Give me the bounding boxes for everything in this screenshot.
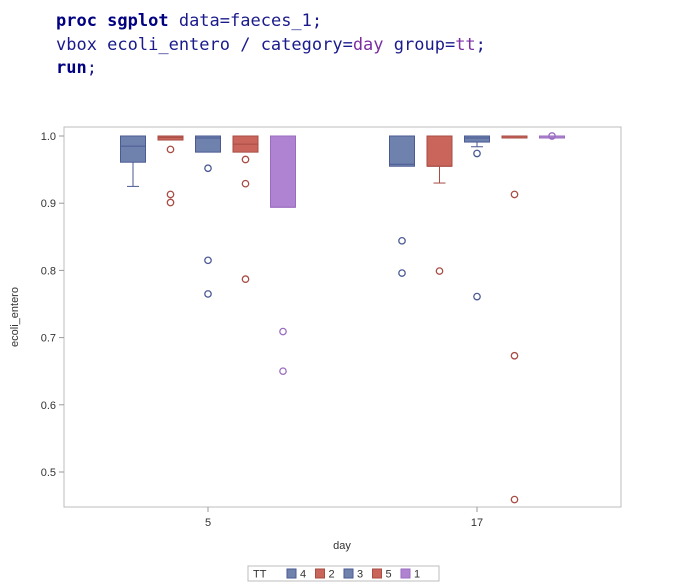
box-group-4-day-5 [120,135,146,187]
code-text: group= [383,34,456,55]
legend-swatch [286,568,297,579]
outlier-point [510,190,519,199]
y-axis-title: ecoli_entero [9,287,21,347]
legend-label: 2 [329,569,335,581]
y-axis: 0.5 0.6 0.7 0.8 0.9 1.0 [41,131,64,479]
code-line-3: run; [56,57,486,81]
outlier-point [435,267,444,275]
box [157,135,184,141]
legend-swatch [372,568,382,579]
y-tick-label: 0.8 [41,265,56,277]
outlier-point [166,190,175,199]
sas-code-block: proc sgplot data=faeces_1; vbox ecoli_ent… [56,10,486,81]
code-text: data= [168,11,231,31]
legend-swatch [400,568,411,579]
outlier-point [204,256,212,265]
code-value: day [352,34,384,55]
y-tick-label: 1.0 [41,131,56,143]
x-axis-title: day [333,540,351,552]
legend-swatch [343,568,354,579]
x-tick-label: 5 [205,517,211,529]
legend-label: 3 [357,569,363,581]
code-value: tt [455,34,476,55]
code-text: ; [475,34,486,55]
box-group-2-day-17 [426,135,453,275]
plot-frame [63,126,622,508]
outlier-point [398,236,406,245]
code-value: faeces_1 [230,11,312,31]
box [195,135,221,153]
outlier-point [241,179,250,188]
box-group-3-day-5 [195,135,221,298]
y-tick-label: 0.5 [41,467,56,479]
y-tick-label: 0.6 [41,400,56,412]
outlier-point [241,275,250,283]
box [464,135,490,143]
x-tick-label: 17 [471,517,483,529]
code-line-2: vbox ecoli_entero / category=day group=t… [56,34,486,58]
outlier-point [279,327,287,336]
legend-title: TT [253,569,267,581]
code-keyword: proc sgplot [56,11,169,31]
outlier-point [279,367,287,376]
outlier-point [510,495,519,504]
legend: TT 4 2 3 5 1 [247,565,440,582]
outlier-point [204,290,212,298]
box-group-3-day-17 [464,135,490,301]
y-tick-label: 0.9 [41,198,56,210]
outlier-point [204,164,212,173]
outlier-point [166,198,175,207]
legend-label: 5 [386,569,392,581]
box-group-1-day-17 [539,132,565,140]
code-line-1: proc sgplot data=faeces_1; [56,10,486,34]
code-text: vbox ecoli_entero / category= [56,34,353,55]
code-keyword: run [56,58,87,78]
outlier-point [398,269,406,277]
y-tick-label: 0.7 [41,333,56,345]
code-text: ; [311,11,323,31]
box-group-2-day-5 [157,135,184,207]
box-group-4-day-17 [389,135,415,277]
outlier-point [548,132,556,140]
legend-label: 1 [414,569,420,581]
x-axis: 5 17 [205,507,483,529]
box-group-5-day-17 [501,135,528,504]
legend-swatch [315,568,325,579]
outlier-point [473,292,481,301]
box [389,135,415,167]
legend-label: 4 [300,569,306,581]
plot-marks [120,132,565,504]
box-group-1-day-5 [270,135,296,376]
box [120,135,146,163]
box-group-5-day-5 [232,135,259,283]
outlier-point [473,149,481,158]
box [426,135,453,167]
outlier-point [166,145,175,154]
code-text: ; [86,58,97,78]
outlier-point [510,351,519,360]
box [270,135,296,208]
outlier-point [241,155,250,164]
